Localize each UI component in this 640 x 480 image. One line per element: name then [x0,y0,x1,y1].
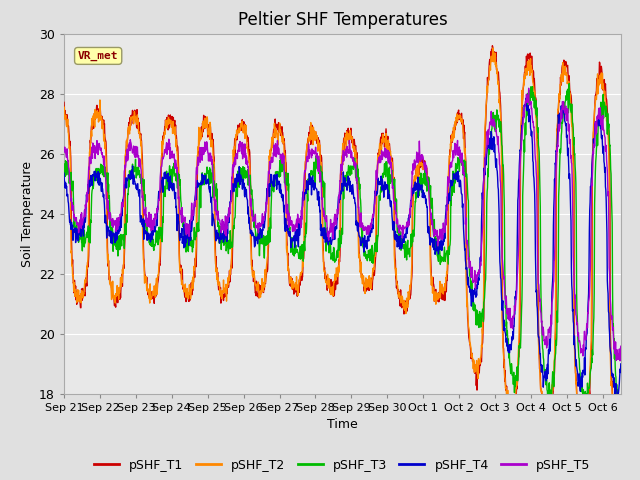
pSHF_T5 [543,342,551,348]
pSHF_T3 [481,279,489,285]
pSHF_T1 [60,99,68,105]
Text: VR_met: VR_met [78,51,118,61]
pSHF_T5 [171,156,179,162]
Line: pSHF_T2: pSHF_T2 [64,48,621,437]
Y-axis label: Soil Temperature: Soil Temperature [20,161,33,266]
Line: pSHF_T5: pSHF_T5 [64,88,621,361]
pSHF_T4 [271,176,279,181]
pSHF_T1 [221,292,228,298]
Line: pSHF_T1: pSHF_T1 [64,46,621,446]
pSHF_T4 [60,170,68,176]
pSHF_T2 [489,45,497,51]
pSHF_T3 [60,161,68,167]
pSHF_T1 [616,443,623,449]
pSHF_T2 [543,418,551,424]
pSHF_T3 [221,236,228,241]
pSHF_T1 [481,126,489,132]
pSHF_T2 [481,119,489,125]
pSHF_T1 [543,426,551,432]
pSHF_T5 [481,155,489,160]
pSHF_T2 [160,135,168,141]
pSHF_T4 [481,155,489,160]
pSHF_T2 [171,125,179,131]
pSHF_T1 [171,120,179,125]
pSHF_T2 [271,124,279,130]
pSHF_T3 [543,387,551,393]
pSHF_T3 [171,172,179,178]
pSHF_T4 [617,361,625,367]
pSHF_T4 [160,175,168,181]
pSHF_T3 [617,406,625,412]
pSHF_T3 [160,191,168,196]
pSHF_T5 [271,153,279,159]
pSHF_T5 [617,343,625,349]
pSHF_T4 [614,396,621,402]
pSHF_T3 [271,174,279,180]
pSHF_T2 [221,286,228,291]
pSHF_T1 [488,43,496,48]
pSHF_T2 [614,434,621,440]
pSHF_T2 [617,427,625,433]
pSHF_T4 [522,95,530,101]
Line: pSHF_T3: pSHF_T3 [64,84,621,416]
pSHF_T3 [565,81,573,86]
pSHF_T2 [60,112,68,118]
Title: Peltier SHF Temperatures: Peltier SHF Temperatures [237,11,447,29]
pSHF_T3 [614,413,622,419]
pSHF_T1 [271,116,279,122]
X-axis label: Time: Time [327,418,358,431]
pSHF_T4 [171,191,179,196]
pSHF_T5 [525,85,532,91]
pSHF_T5 [160,153,168,159]
pSHF_T4 [221,237,228,242]
pSHF_T5 [616,358,624,364]
pSHF_T5 [221,229,228,235]
pSHF_T1 [617,432,625,438]
pSHF_T5 [60,146,68,152]
Legend: pSHF_T1, pSHF_T2, pSHF_T3, pSHF_T4, pSHF_T5: pSHF_T1, pSHF_T2, pSHF_T3, pSHF_T4, pSHF… [89,454,596,477]
pSHF_T1 [160,130,168,135]
Line: pSHF_T4: pSHF_T4 [64,98,621,399]
pSHF_T4 [543,361,551,367]
